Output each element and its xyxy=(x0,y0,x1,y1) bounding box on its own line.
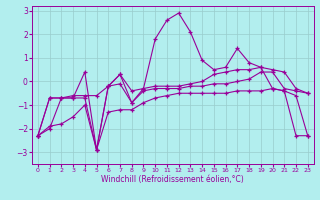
X-axis label: Windchill (Refroidissement éolien,°C): Windchill (Refroidissement éolien,°C) xyxy=(101,175,244,184)
